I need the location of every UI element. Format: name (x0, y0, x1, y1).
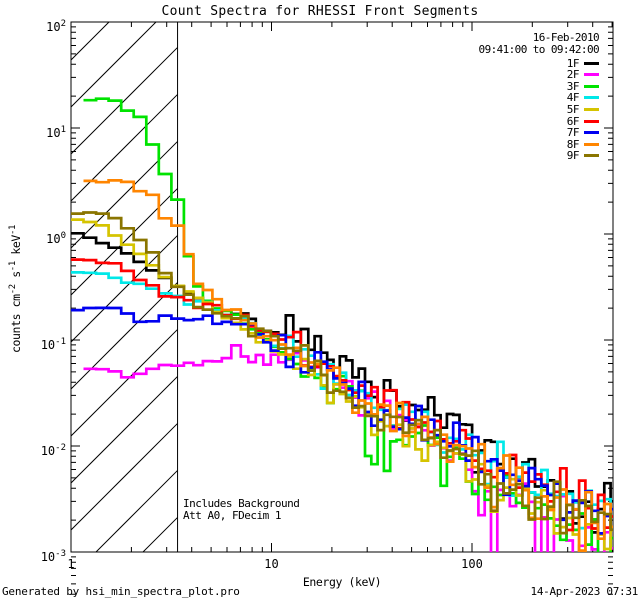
legend-color-swatch (584, 61, 599, 65)
series-6F (71, 258, 613, 532)
legend-time-range: 09:41:00 to 09:42:00 (478, 43, 600, 56)
annotation-includes-background: Includes Background (183, 497, 300, 510)
legend-item-4F: 4F (566, 91, 599, 105)
plot-frame (70, 21, 614, 553)
legend-color-swatch (584, 96, 599, 100)
legend-item-7F: 7F (566, 126, 599, 140)
legend-label: 5F (566, 102, 580, 116)
legend-color-swatch (584, 154, 599, 158)
footer-timestamp: 14-Apr-2023 07:31 (530, 585, 639, 598)
legend-item-1F: 1F (566, 56, 599, 70)
series-4F (71, 271, 613, 530)
legend-color-swatch (584, 73, 599, 77)
legend-color-swatch (584, 107, 599, 111)
legend-color-swatch (584, 119, 599, 123)
legend-item-3F: 3F (566, 79, 599, 93)
series-7F (71, 306, 613, 535)
y-tick-label-1e1: 101 (46, 125, 66, 140)
x-tick-label-1: 1 (67, 557, 75, 571)
footer-generator: Generated by hsi_min_spectra_plot.pro (2, 585, 240, 598)
legend-color-swatch (584, 84, 599, 88)
y-tick-label-1e-2: 10-2 (40, 443, 66, 458)
legend-label: 4F (566, 91, 580, 105)
legend-label: 8F (566, 137, 580, 151)
legend-item-5F: 5F (566, 102, 599, 116)
x-tick-label-10: 10 (264, 557, 279, 571)
legend-color-swatch (584, 131, 599, 135)
x-axis-label: Energy (keV) (302, 575, 382, 589)
axis-ticks (70, 21, 613, 595)
spectra-series (71, 97, 613, 552)
page-title: Count Spectra for RHESSI Front Segments (161, 4, 479, 19)
legend-label: 9F (566, 149, 580, 163)
legend-label: 7F (566, 126, 580, 140)
legend-item-6F: 6F (566, 114, 599, 128)
legend-label: 2F (566, 68, 580, 82)
excluded-band-hatch (71, 22, 178, 552)
legend-item-8F: 8F (566, 137, 599, 151)
annotation-attenuator-state: Att A0, FDecim 1 (183, 509, 281, 522)
y-tick-label-1e-1: 10-1 (40, 337, 66, 352)
y-tick-label-1e0: 100 (46, 231, 66, 246)
y-axis-title: counts cm-2 s-1 keV-1 (8, 224, 23, 354)
legend-label: 1F (566, 56, 580, 70)
legend-label: 6F (566, 114, 580, 128)
series-2F (83, 344, 613, 552)
x-tick-label-100: 100 (461, 557, 483, 571)
legend-color-swatch (584, 142, 599, 146)
legend-date: 16-Feb-2010 (532, 31, 600, 44)
legend-item-9F: 9F (566, 149, 599, 163)
y-tick-label-1e2: 102 (46, 19, 66, 34)
legend-item-2F: 2F (566, 68, 599, 82)
y-tick-label-1e-3: 10-3 (40, 549, 66, 564)
series-9F (71, 211, 613, 535)
legend-label: 3F (566, 79, 580, 93)
